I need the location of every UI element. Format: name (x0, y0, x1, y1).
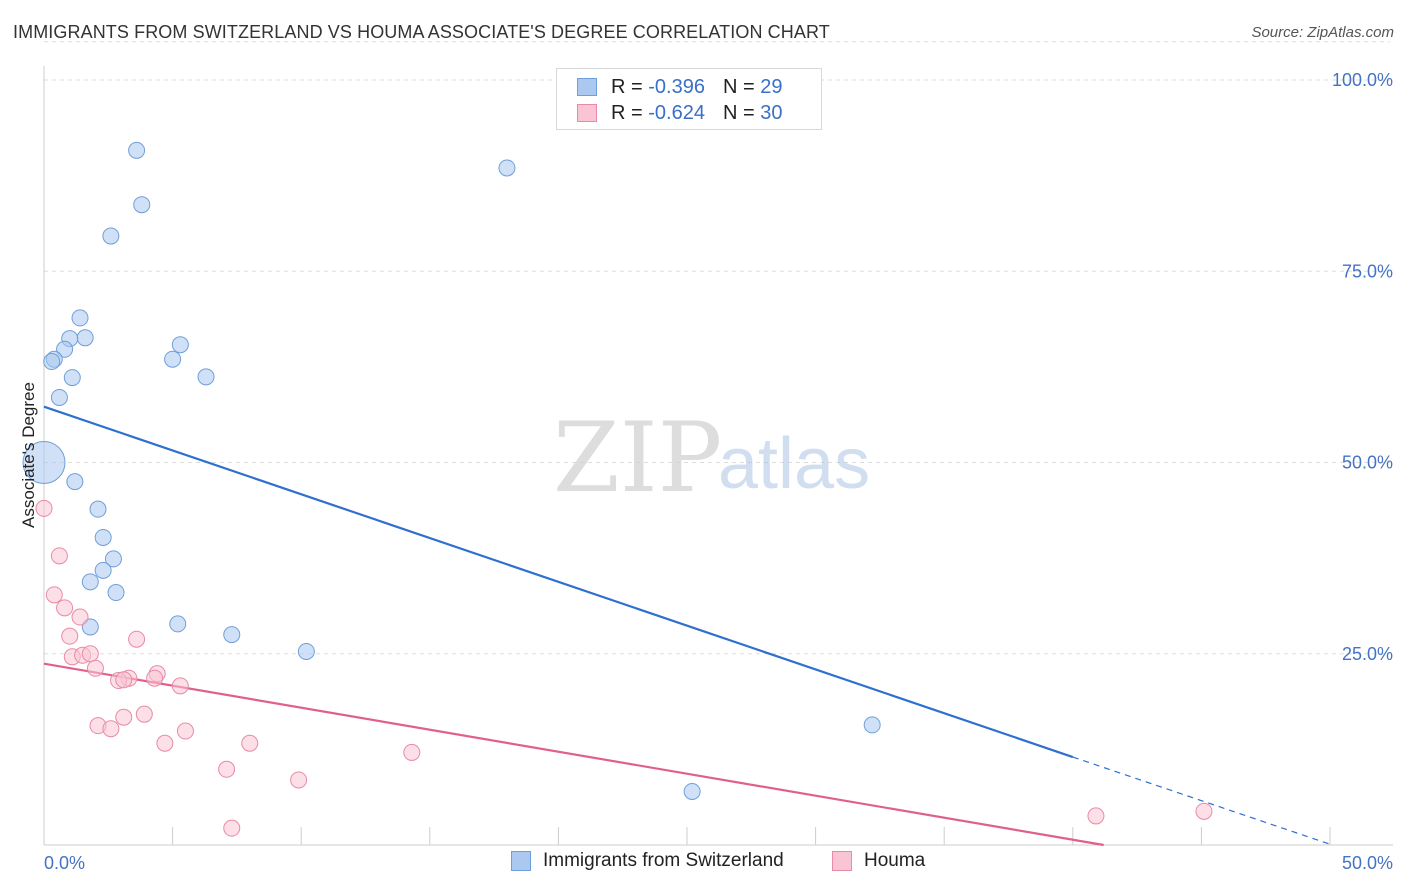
point-switzerland (102, 227, 120, 245)
point-houma (171, 677, 189, 695)
point-houma (115, 708, 133, 726)
legend-label-switzerland: Immigrants from Switzerland (543, 850, 784, 871)
point-houma (290, 771, 308, 789)
legend: Immigrants from Switzerland Houma (0, 850, 1406, 878)
point-switzerland (76, 329, 94, 347)
y-tick-label: 75.0% (1342, 261, 1393, 281)
point-houma (1195, 802, 1213, 820)
point-houma (156, 734, 174, 752)
r-label: R = (611, 75, 643, 98)
data-points (22, 141, 1213, 837)
trend-line-switzerland (43, 405, 1074, 759)
point-switzerland (169, 615, 187, 633)
stats-row-switzerland: R = -0.396 N = 29 (577, 74, 782, 100)
point-houma (81, 645, 99, 663)
legend-label-houma: Houma (864, 850, 926, 871)
x-tick-label: 50.0% (1342, 853, 1393, 873)
point-houma (71, 608, 89, 626)
point-switzerland (81, 573, 99, 591)
point-houma (45, 586, 63, 604)
r-value: -0.624 (648, 101, 705, 124)
point-houma (35, 499, 53, 517)
stats-box: R = -0.396 N = 29 R = -0.624 N = 30 (556, 68, 822, 130)
tick-labels: 25.0% 50.0% 75.0% 100.0% 0.0% 50.0% (44, 70, 1393, 873)
point-switzerland (50, 388, 68, 406)
chart-title: IMMIGRANTS FROM SWITZERLAND VS HOUMA ASS… (13, 22, 830, 42)
point-switzerland (43, 353, 61, 371)
point-switzerland (297, 642, 315, 660)
point-switzerland (94, 561, 112, 579)
point-switzerland (197, 368, 215, 386)
point-switzerland (94, 528, 112, 546)
n-value: 29 (760, 75, 783, 98)
point-switzerland (89, 500, 107, 518)
point-switzerland (81, 618, 99, 636)
watermark-zip: ZIP (553, 402, 722, 514)
point-switzerland (164, 350, 182, 368)
point-houma (128, 630, 146, 648)
point-switzerland (22, 441, 66, 484)
point-switzerland (63, 369, 81, 387)
r-value: -0.396 (648, 75, 705, 98)
stats-swatch-houma (577, 104, 597, 122)
point-switzerland (863, 716, 881, 734)
chart-source: Source: ZipAtlas.com (1251, 24, 1394, 41)
y-tick-label: 50.0% (1342, 453, 1393, 473)
y-tick-label: 25.0% (1342, 644, 1393, 664)
point-houma (1087, 807, 1105, 825)
point-houma (223, 819, 241, 837)
point-houma (50, 547, 68, 565)
legend-swatch-switzerland (511, 851, 531, 871)
legend-swatch-houma (832, 851, 852, 871)
point-switzerland (56, 340, 74, 358)
trend-lines (43, 405, 1331, 847)
point-switzerland (223, 626, 241, 644)
point-switzerland (683, 782, 701, 800)
point-houma (56, 599, 74, 617)
point-houma (241, 734, 259, 752)
n-label: N = (722, 101, 755, 124)
r-label: R = (611, 101, 643, 124)
legend-item-switzerland[interactable]: Immigrants from Switzerland (511, 850, 784, 872)
point-switzerland (104, 550, 122, 568)
point-houma (176, 722, 194, 740)
point-switzerland (71, 309, 89, 327)
point-houma (146, 669, 164, 687)
watermark-atlas: atlas (718, 424, 870, 504)
point-switzerland (171, 336, 189, 354)
stats-swatch-switzerland (577, 78, 597, 96)
gridlines (44, 41, 1390, 655)
trend-line-switzerland-extension (1072, 756, 1331, 845)
y-tick-label: 100.0% (1332, 70, 1393, 90)
stats-row-houma: R = -0.624 N = 30 (577, 100, 782, 126)
point-houma (61, 627, 79, 645)
y-axis-label: Associate's Degree (19, 382, 38, 528)
trend-line-houma (43, 662, 1104, 847)
point-houma (86, 659, 104, 677)
point-houma (135, 705, 153, 723)
point-switzerland (107, 584, 125, 602)
point-switzerland (498, 159, 516, 177)
point-switzerland (66, 473, 84, 491)
n-value: 30 (760, 101, 783, 124)
n-label: N = (722, 75, 755, 98)
point-switzerland (128, 141, 146, 159)
legend-item-houma[interactable]: Houma (832, 850, 925, 872)
point-houma (218, 760, 236, 778)
point-houma (115, 671, 133, 689)
point-houma (102, 720, 120, 738)
x-tick-label: 0.0% (44, 853, 85, 873)
point-houma (403, 743, 421, 761)
point-switzerland (133, 196, 151, 214)
